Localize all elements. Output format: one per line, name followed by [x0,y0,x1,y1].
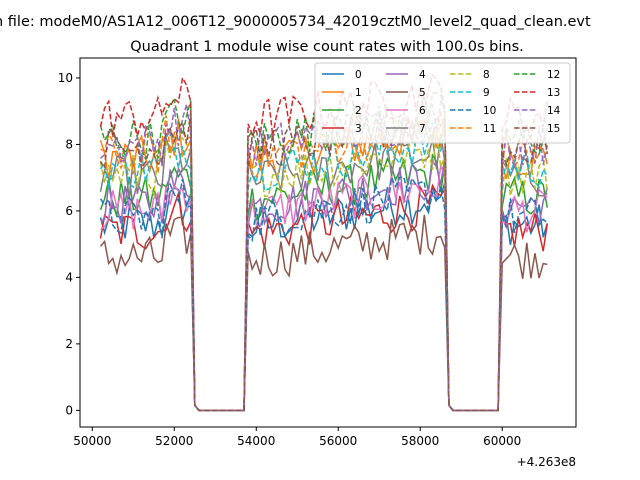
series-line-8 [99,130,549,412]
legend-label: 5 [419,87,426,99]
series-line-10 [99,174,548,412]
legend-label: 6 [419,105,426,117]
series-line-15 [99,111,549,412]
y-axis: 0 2 4 6 8 10 [58,71,80,417]
y-tick-label: 4 [65,270,73,284]
plot-frame [79,57,577,428]
x-offset-label: +4.263e8 [517,455,576,469]
series-line-5 [99,214,548,412]
series-line-11 [100,109,548,412]
legend-label: 0 [355,69,362,81]
legend-label: 14 [547,105,561,117]
x-tick-label: 50000 [73,434,111,448]
series-line-0 [99,182,549,412]
series-line-9 [99,122,548,412]
series-line-6 [100,163,548,412]
series-line-1 [99,113,549,412]
x-tick-label: 56000 [319,434,357,448]
legend-label: 10 [483,105,496,117]
legend-label: 9 [483,87,490,99]
legend-label: 3 [355,123,362,135]
legend-label: 4 [419,69,426,81]
series-line-3 [99,183,549,412]
y-tick-label: 0 [65,403,73,417]
legend-label: 1 [355,87,362,99]
y-tick-label: 10 [58,71,73,85]
suptitle: n file: modeM0/AS1A12_006T12_9000005734_… [0,14,591,30]
legend-label: 12 [547,69,560,81]
legend-label: 8 [483,69,490,81]
x-tick-label: 54000 [237,434,275,448]
legend-box [314,62,571,144]
x-tick-label: 58000 [401,434,439,448]
legend-label: 2 [355,105,362,117]
chart-title: Quadrant 1 module wise count rates with … [130,39,524,55]
legend-label: 11 [483,123,496,135]
y-tick-label: 2 [65,337,73,351]
x-tick-label: 60000 [483,434,521,448]
x-axis: 50000 52000 54000 56000 58000 60000 [73,427,521,448]
legend-label: 13 [547,87,560,99]
x-tick-label: 52000 [155,434,193,448]
y-tick-label: 8 [65,137,73,151]
legend-label: 15 [547,123,560,135]
y-tick-label: 6 [65,204,73,218]
legend-label: 7 [419,123,426,135]
